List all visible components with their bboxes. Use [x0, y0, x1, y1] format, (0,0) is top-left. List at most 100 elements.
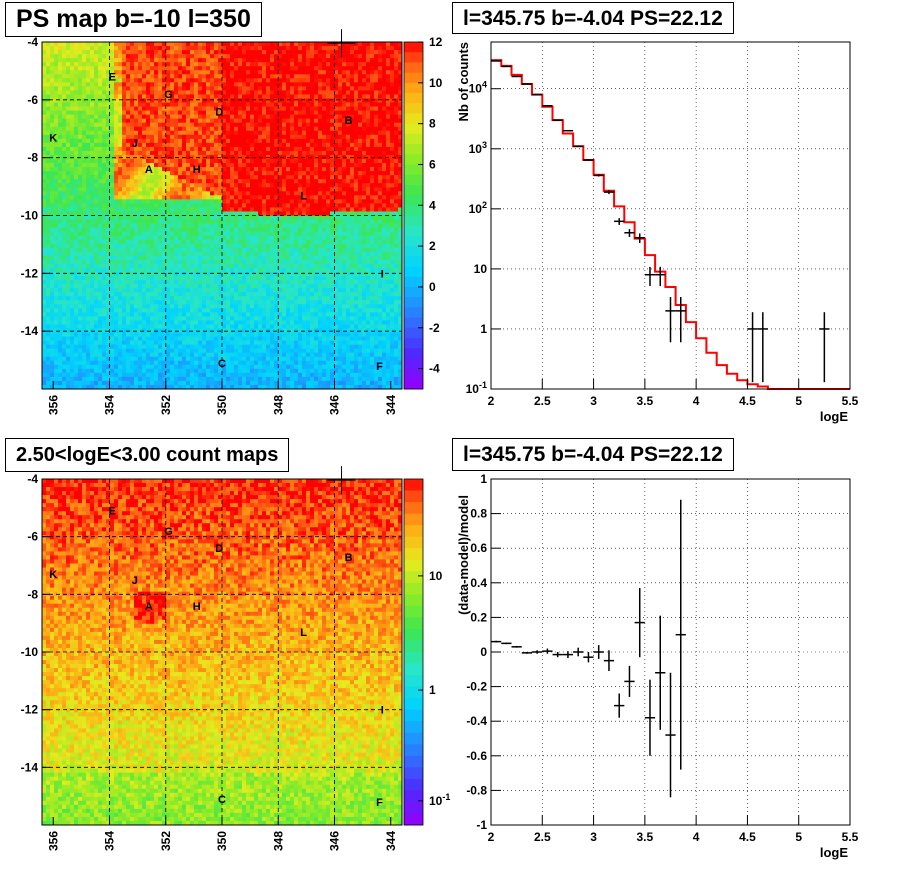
heatmap-cells [42, 42, 402, 389]
source-label: B [345, 115, 353, 127]
y-tick-label: 104 [469, 80, 487, 96]
count-map-panel: -4 -6 -8 -10 -12 -14 356 354 352 350 348 346 344 E G D B… [21, 466, 450, 851]
y-tick-label: -8 [27, 587, 38, 601]
x-tick-label: 4.5 [739, 394, 756, 408]
ps-map-title: PS map b=-10 l=350 [5, 2, 262, 37]
source-label: J [132, 138, 138, 150]
x-tick-label: 356 [46, 395, 60, 415]
y-tick-label: -8 [27, 151, 38, 165]
x-tick-label: 344 [384, 831, 398, 851]
data-point [511, 75, 522, 78]
x-tick-label: 2 [488, 830, 495, 844]
y-tick-label: -0.2 [466, 680, 487, 694]
x-tick-label: 352 [159, 831, 173, 851]
data-point [603, 190, 615, 195]
colorbar-tick-label: 1 [429, 683, 436, 697]
source-label: B [345, 552, 353, 564]
data-point [614, 693, 625, 718]
source-label: I [381, 268, 384, 280]
data-point [542, 105, 553, 107]
y-tick-label: 0.4 [470, 576, 487, 590]
data-point [634, 587, 645, 658]
x-tick-label: 5.5 [842, 830, 859, 844]
data-point [532, 650, 543, 654]
data-point [562, 651, 574, 659]
source-label: J [132, 575, 138, 587]
data-point [644, 679, 656, 756]
source-label: C [218, 794, 226, 806]
x-tick-label: 3 [590, 394, 597, 408]
x-tick-label: 4 [693, 394, 700, 408]
data-point [665, 297, 676, 343]
data-point [675, 297, 686, 343]
data-point [532, 93, 543, 96]
colorbar: 10 1 10-1 [403, 478, 450, 826]
colorbar-tick-label: 0 [429, 280, 436, 294]
source-label: I [381, 705, 384, 717]
residual-panel: 2 2.5 3 3.5 4 4.5 5 5.5 -1 -0.8 -0.6 -0.4 -0.2 0 0.2 0.… [456, 472, 859, 860]
x-tick-label: 346 [328, 831, 342, 851]
data-point [593, 174, 604, 177]
y-tick-label: -6 [27, 530, 38, 544]
x-tick-label: 352 [159, 395, 173, 415]
source-label: E [109, 72, 116, 84]
source-label: G [164, 526, 173, 538]
colorbar-tick-label: 4 [429, 198, 436, 212]
data-point [614, 218, 625, 225]
source-label: G [164, 89, 173, 101]
colorbar-tick-label: 12 [429, 35, 443, 49]
y-tick-label: -10 [21, 209, 39, 223]
data-point [603, 650, 615, 672]
y-tick-label: 0.8 [470, 507, 487, 521]
x-axis-label: logE [820, 845, 848, 860]
source-label: L [300, 627, 307, 639]
source-label: C [218, 358, 226, 370]
model-curve [491, 59, 850, 390]
source-label: E [109, 506, 116, 518]
colorbar-tick-label: 10 [429, 76, 443, 90]
x-tick-label: 354 [103, 395, 117, 415]
source-label: F [376, 797, 383, 809]
x-tick-label: 348 [271, 831, 285, 851]
data-point [583, 159, 594, 161]
data-point [665, 672, 676, 798]
y-tick-label: 103 [469, 140, 487, 156]
source-label: K [49, 569, 57, 581]
y-tick-label: 1 [480, 472, 487, 486]
data-point [501, 642, 512, 645]
y-tick-label: -1 [476, 818, 487, 832]
y-tick-label: -14 [21, 324, 39, 338]
x-tick-label: 3.5 [637, 830, 654, 844]
colorbar-tick-label: -2 [429, 321, 440, 335]
x-axis-label: logE [820, 409, 848, 424]
colorbar-tick-label: 10 [429, 569, 443, 583]
y-tick-label: 102 [469, 200, 487, 216]
data-point [593, 645, 604, 659]
data-point [521, 652, 533, 654]
x-tick-label: 5 [795, 830, 802, 844]
data-point [552, 652, 563, 658]
x-tick-label: 354 [103, 831, 117, 851]
colorbar: 12 10 8 6 4 2 0 -2 -4 [403, 35, 443, 390]
data-point [542, 648, 553, 654]
y-tick-label: -12 [21, 266, 39, 280]
y-tick-label: -14 [21, 760, 39, 774]
x-tick-label: 2.5 [534, 830, 551, 844]
heatmap-cells [42, 479, 402, 825]
colorbar-tick-label: 2 [429, 239, 436, 253]
data-point [562, 129, 574, 132]
source-label: A [145, 601, 153, 613]
y-tick-label: 0.2 [470, 610, 487, 624]
y-tick-label: -4 [27, 35, 38, 49]
ps-map-panel: -4 -6 -8 -10 -12 -14 356 354 352 350 348 346 344 E G D B… [21, 29, 443, 415]
source-label: K [49, 132, 57, 144]
source-label: F [376, 361, 383, 373]
y-tick-label: -6 [27, 93, 38, 107]
source-label: A [145, 164, 153, 176]
colorbar-tick-label: 8 [429, 117, 436, 131]
source-label: L [300, 190, 307, 202]
x-tick-label: 346 [328, 395, 342, 415]
source-label: H [193, 601, 201, 613]
spectrum-title: l=345.75 b=-4.04 PS=22.12 [452, 2, 734, 34]
